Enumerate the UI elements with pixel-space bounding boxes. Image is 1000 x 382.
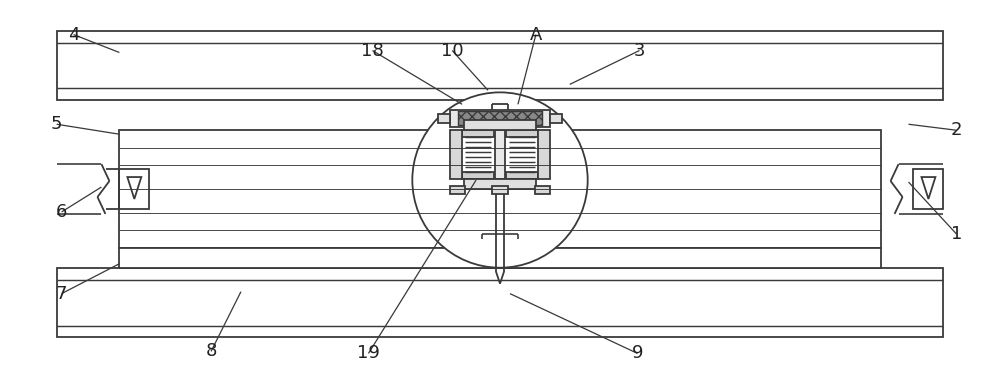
Bar <box>450 130 462 179</box>
Text: 7: 7 <box>56 285 67 303</box>
Bar <box>450 186 465 194</box>
Text: 6: 6 <box>56 203 67 221</box>
Text: 4: 4 <box>68 26 79 44</box>
Bar <box>462 172 494 179</box>
Bar <box>57 268 943 337</box>
Text: 18: 18 <box>361 42 384 60</box>
Text: A: A <box>530 26 542 44</box>
Text: 2: 2 <box>951 121 962 139</box>
Bar <box>506 172 538 179</box>
Bar <box>462 130 494 137</box>
Bar <box>119 248 881 268</box>
Polygon shape <box>921 177 935 199</box>
Bar <box>535 186 550 194</box>
Bar <box>119 130 881 248</box>
Text: 10: 10 <box>441 42 463 60</box>
Bar <box>538 130 550 179</box>
Bar <box>464 179 536 189</box>
Bar <box>495 130 505 179</box>
Bar <box>506 130 538 137</box>
Bar <box>550 114 562 123</box>
Text: 3: 3 <box>634 42 645 60</box>
Polygon shape <box>127 177 141 199</box>
Circle shape <box>412 92 588 268</box>
Text: 9: 9 <box>632 345 643 363</box>
Bar <box>458 111 542 125</box>
Bar <box>438 114 450 123</box>
Bar <box>913 169 943 209</box>
Text: 1: 1 <box>951 225 962 243</box>
Bar <box>492 186 508 194</box>
Text: 19: 19 <box>357 345 380 363</box>
Text: 8: 8 <box>205 342 217 360</box>
Text: 5: 5 <box>51 115 62 133</box>
Bar <box>450 110 550 127</box>
Bar <box>464 120 536 130</box>
Bar <box>119 169 149 209</box>
Bar <box>57 31 943 100</box>
